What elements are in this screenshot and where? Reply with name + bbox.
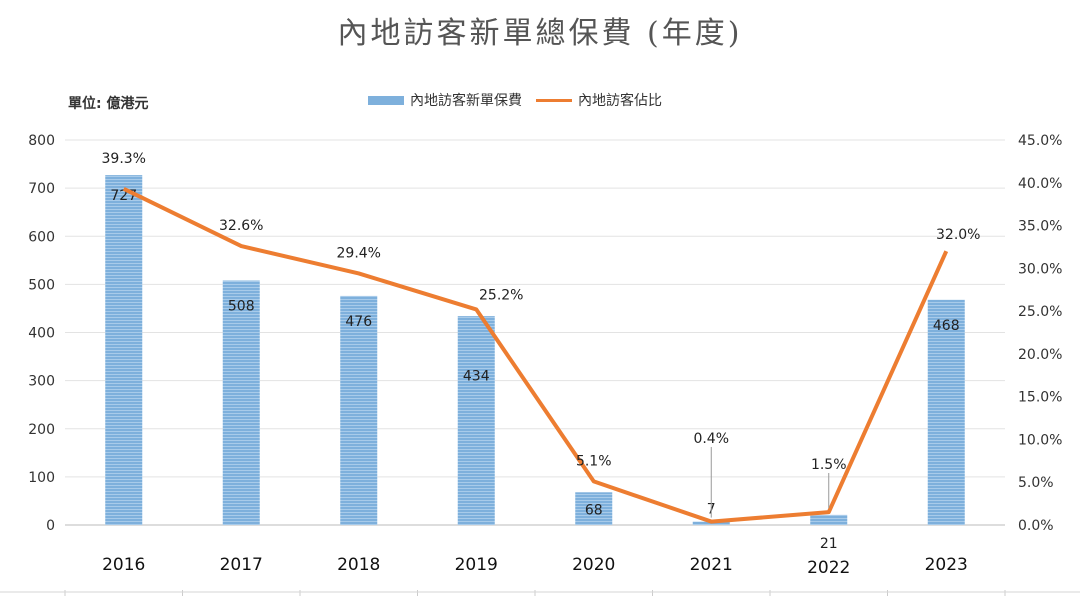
y-left-tick-label: 400 <box>28 326 55 342</box>
chart-title: 內地訪客新單總保費 (年度) <box>337 16 743 51</box>
x-tick-label: 2017 <box>220 555 263 575</box>
x-tick-label: 2022 <box>807 558 850 578</box>
bar-2020 <box>575 492 613 525</box>
y-right-tick-label: 10.0% <box>1018 432 1062 448</box>
bar-2023 <box>927 299 965 525</box>
bar-2019 <box>457 316 495 525</box>
x-tick-label: 2019 <box>455 555 498 575</box>
line-value-label: 5.1% <box>576 453 612 469</box>
bar-2017 <box>222 280 260 525</box>
legend-item-line: 內地訪客佔比 <box>536 90 662 110</box>
y-right-tick-label: 15.0% <box>1018 390 1062 406</box>
y-right-tick-label: 5.0% <box>1018 475 1054 491</box>
x-tick-label: 2023 <box>925 555 968 575</box>
y-left-tick-label: 800 <box>28 133 55 149</box>
legend-swatch-line <box>536 98 572 102</box>
legend-label-bar: 內地訪客新單保費 <box>410 93 522 109</box>
y-right-tick-label: 25.0% <box>1018 304 1062 320</box>
y-left-tick-label: 200 <box>28 422 55 438</box>
y-left-tick-label: 700 <box>28 181 55 197</box>
y-right-tick-label: 45.0% <box>1018 133 1062 149</box>
legend-label-line: 內地訪客佔比 <box>578 93 662 109</box>
line-value-label: 39.3% <box>102 151 146 167</box>
x-tick-label: 2016 <box>102 555 145 575</box>
bar-2022 <box>810 514 848 525</box>
y-right-tick-label: 40.0% <box>1018 176 1062 192</box>
y-right-tick-label: 30.0% <box>1018 261 1062 277</box>
line-value-label: 32.0% <box>936 227 980 243</box>
y-left-tick-label: 300 <box>28 374 55 390</box>
bar-value-label: 476 <box>345 314 372 330</box>
y-right-tick-label: 0.0% <box>1018 518 1054 534</box>
bar-value-label: 434 <box>463 369 490 385</box>
x-tick-label: 2018 <box>337 555 380 575</box>
y-left-tick-label: 500 <box>28 277 55 293</box>
bar-2018 <box>340 295 378 525</box>
y-left-tick-label: 600 <box>28 229 55 245</box>
line-series-path <box>122 186 949 524</box>
unit-label: 單位: 億港元 <box>68 96 149 112</box>
y-left-tick-label: 0 <box>46 518 55 534</box>
x-tick-label: 2020 <box>572 555 615 575</box>
line-value-label: 25.2% <box>479 287 523 303</box>
bar-value-label: 68 <box>585 502 603 518</box>
line-value-label: 32.6% <box>219 218 263 234</box>
bar-2016 <box>105 175 143 525</box>
bar-value-label: 21 <box>820 536 838 552</box>
y-right-tick-label: 20.0% <box>1018 347 1062 363</box>
y-right-tick-label: 35.0% <box>1018 219 1062 235</box>
line-value-label: 29.4% <box>337 245 381 261</box>
line-value-label: 1.5% <box>811 457 847 473</box>
y-left-tick-label: 100 <box>28 470 55 486</box>
legend-swatch-bar <box>368 95 404 105</box>
legend-item-bar: 內地訪客新單保費 <box>368 90 522 110</box>
legend: 內地訪客新單保費 內地訪客佔比 <box>368 90 668 110</box>
bar-value-label: 508 <box>228 299 255 315</box>
line-value-label: 0.4% <box>693 431 729 447</box>
bar-value-label: 468 <box>933 318 960 334</box>
x-tick-label: 2021 <box>690 555 733 575</box>
